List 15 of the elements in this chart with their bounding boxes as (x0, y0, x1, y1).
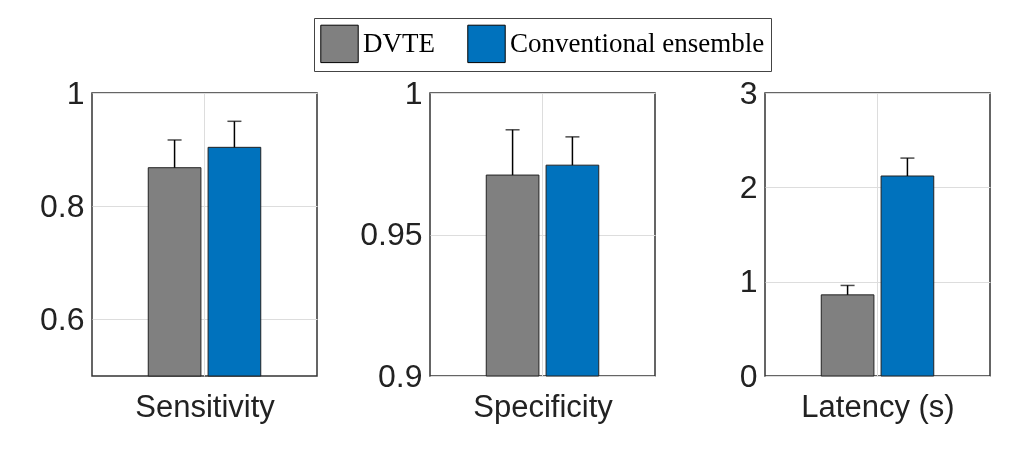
y-tick-label: 1 (66, 74, 85, 111)
y-tick-label: 0.95 (360, 216, 423, 252)
y-tick-label: 0.8 (40, 187, 85, 224)
legend-label: DVTE (363, 27, 435, 58)
y-tick-label: 1 (404, 74, 423, 111)
x-axis-title: Sensitivity (135, 388, 276, 424)
y-tick-label: 2 (739, 168, 758, 205)
x-axis-title: Latency (s) (801, 388, 955, 424)
y-tick-label: 0.6 (40, 300, 85, 337)
y-tick-label: 3 (739, 74, 758, 111)
x-axis-title: Specificity (473, 388, 614, 424)
y-tick-label: 0 (739, 357, 758, 394)
y-tick-label: 0.9 (378, 357, 423, 394)
y-tick-label: 1 (739, 263, 758, 300)
legend-label: Conventional ensemble (510, 27, 765, 58)
